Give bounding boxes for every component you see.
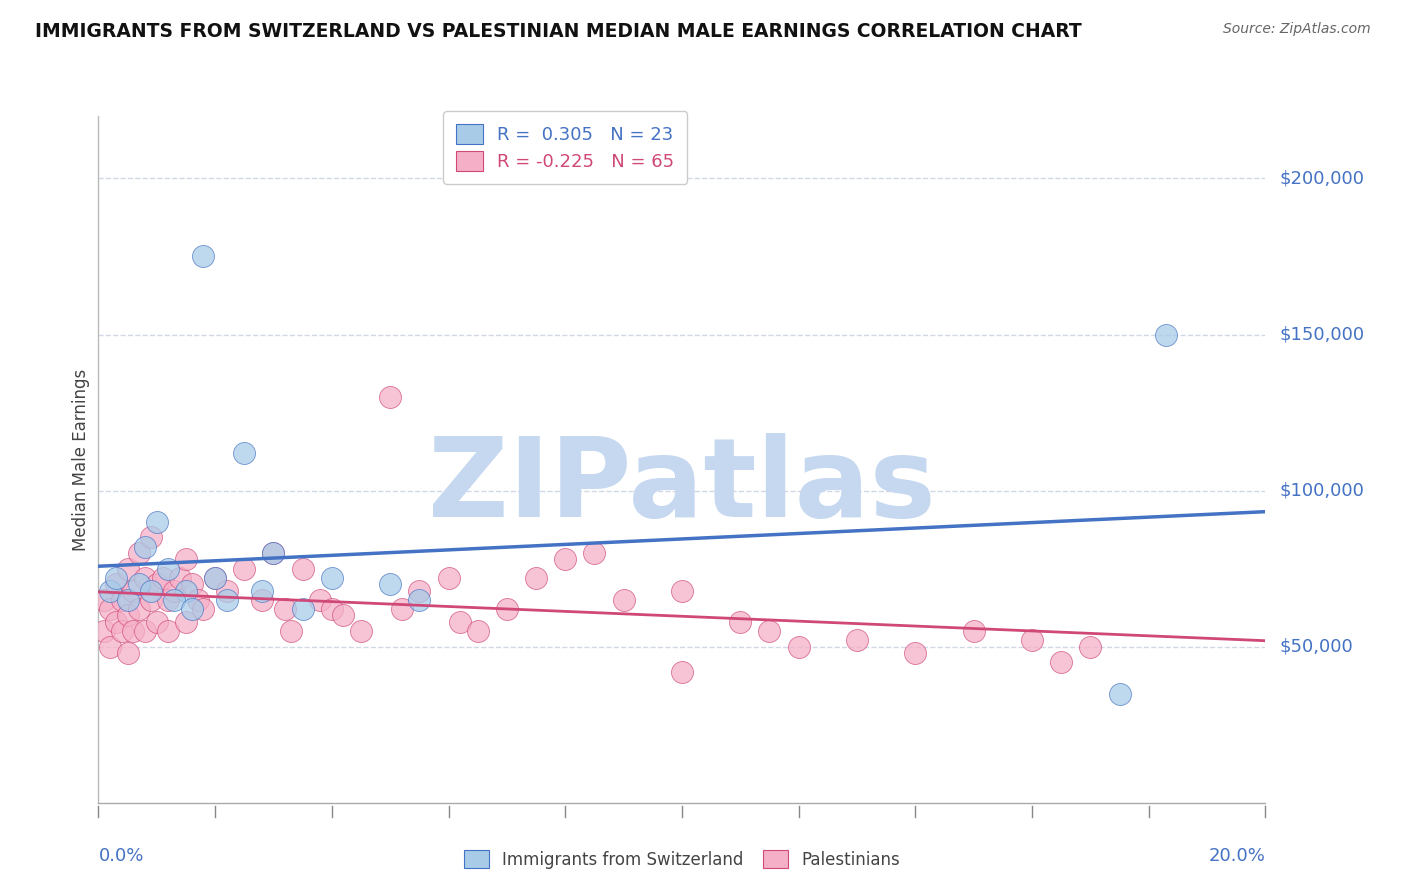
- Point: [845, 633, 868, 648]
- Point: [233, 562, 256, 576]
- Point: [321, 602, 343, 616]
- Point: [274, 602, 297, 616]
- Point: [378, 577, 402, 591]
- Point: [904, 646, 927, 660]
- Point: [163, 583, 186, 598]
- Point: [233, 446, 256, 460]
- Text: Source: ZipAtlas.com: Source: ZipAtlas.com: [1223, 22, 1371, 37]
- Point: [391, 602, 413, 616]
- Point: [449, 615, 471, 629]
- Point: [117, 608, 139, 623]
- Point: [187, 592, 209, 607]
- Point: [128, 546, 150, 560]
- Point: [122, 624, 145, 639]
- Point: [495, 602, 517, 616]
- Point: [262, 546, 284, 560]
- Point: [111, 592, 134, 607]
- Text: $50,000: $50,000: [1279, 638, 1353, 656]
- Point: [215, 583, 238, 598]
- Point: [104, 577, 127, 591]
- Point: [467, 624, 489, 639]
- Point: [787, 640, 810, 654]
- Point: [962, 624, 984, 639]
- Text: 0.0%: 0.0%: [98, 847, 143, 865]
- Point: [117, 562, 139, 576]
- Point: [250, 583, 273, 598]
- Point: [193, 602, 215, 616]
- Point: [671, 583, 693, 598]
- Point: [291, 602, 314, 616]
- Point: [134, 540, 156, 554]
- Point: [250, 592, 273, 607]
- Point: [350, 624, 373, 639]
- Point: [134, 624, 156, 639]
- Point: [612, 592, 634, 607]
- Point: [309, 592, 332, 607]
- Point: [204, 571, 226, 585]
- Point: [93, 624, 115, 639]
- Point: [128, 577, 150, 591]
- Point: [157, 562, 180, 576]
- Point: [554, 552, 576, 566]
- Point: [152, 571, 174, 585]
- Point: [758, 624, 780, 639]
- Point: [583, 546, 606, 560]
- Point: [104, 571, 127, 585]
- Point: [728, 615, 751, 629]
- Point: [169, 571, 191, 585]
- Point: [139, 592, 162, 607]
- Point: [117, 592, 139, 607]
- Point: [98, 640, 121, 654]
- Text: 20.0%: 20.0%: [1209, 847, 1265, 865]
- Point: [157, 592, 180, 607]
- Point: [1080, 640, 1102, 654]
- Point: [1021, 633, 1043, 648]
- Text: $100,000: $100,000: [1279, 482, 1364, 500]
- Point: [117, 646, 139, 660]
- Point: [321, 571, 343, 585]
- Point: [146, 615, 169, 629]
- Point: [146, 515, 169, 529]
- Point: [174, 615, 197, 629]
- Point: [204, 571, 226, 585]
- Point: [163, 592, 186, 607]
- Point: [134, 571, 156, 585]
- Point: [122, 583, 145, 598]
- Point: [378, 390, 402, 404]
- Point: [215, 592, 238, 607]
- Point: [262, 546, 284, 560]
- Point: [174, 552, 197, 566]
- Point: [193, 250, 215, 264]
- Point: [146, 577, 169, 591]
- Point: [1108, 687, 1130, 701]
- Legend: Immigrants from Switzerland, Palestinians: Immigrants from Switzerland, Palestinian…: [456, 841, 908, 877]
- Point: [408, 592, 430, 607]
- Text: ZIPatlas: ZIPatlas: [427, 434, 936, 541]
- Point: [1050, 655, 1073, 669]
- Point: [93, 592, 115, 607]
- Point: [98, 602, 121, 616]
- Point: [332, 608, 354, 623]
- Point: [524, 571, 547, 585]
- Point: [1154, 327, 1177, 342]
- Point: [671, 665, 693, 679]
- Text: IMMIGRANTS FROM SWITZERLAND VS PALESTINIAN MEDIAN MALE EARNINGS CORRELATION CHAR: IMMIGRANTS FROM SWITZERLAND VS PALESTINI…: [35, 22, 1081, 41]
- Y-axis label: Median Male Earnings: Median Male Earnings: [72, 368, 90, 550]
- Point: [111, 624, 134, 639]
- Point: [104, 615, 127, 629]
- Point: [139, 530, 162, 544]
- Point: [437, 571, 460, 585]
- Point: [280, 624, 302, 639]
- Text: $150,000: $150,000: [1279, 326, 1364, 343]
- Point: [291, 562, 314, 576]
- Text: $200,000: $200,000: [1279, 169, 1364, 187]
- Point: [180, 577, 202, 591]
- Point: [139, 583, 162, 598]
- Point: [98, 583, 121, 598]
- Point: [174, 583, 197, 598]
- Point: [180, 602, 202, 616]
- Point: [408, 583, 430, 598]
- Point: [128, 602, 150, 616]
- Point: [157, 624, 180, 639]
